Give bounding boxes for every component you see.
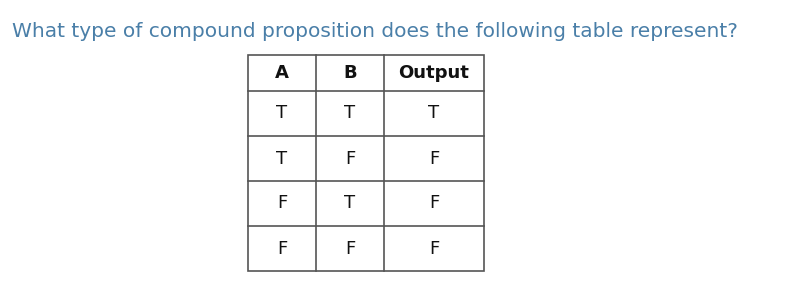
Text: F: F: [429, 195, 439, 213]
Text: F: F: [277, 195, 287, 213]
Text: T: T: [277, 105, 288, 123]
Text: What type of compound proposition does the following table represent?: What type of compound proposition does t…: [12, 22, 738, 41]
Text: Output: Output: [399, 64, 470, 82]
Bar: [248, 55, 484, 271]
Text: T: T: [344, 195, 355, 213]
Text: B: B: [344, 64, 357, 82]
Text: T: T: [277, 149, 288, 167]
Text: F: F: [429, 239, 439, 257]
Text: T: T: [344, 105, 355, 123]
Text: F: F: [429, 149, 439, 167]
Text: F: F: [345, 239, 355, 257]
Text: T: T: [429, 105, 440, 123]
Text: F: F: [277, 239, 287, 257]
Text: F: F: [345, 149, 355, 167]
Text: A: A: [275, 64, 289, 82]
